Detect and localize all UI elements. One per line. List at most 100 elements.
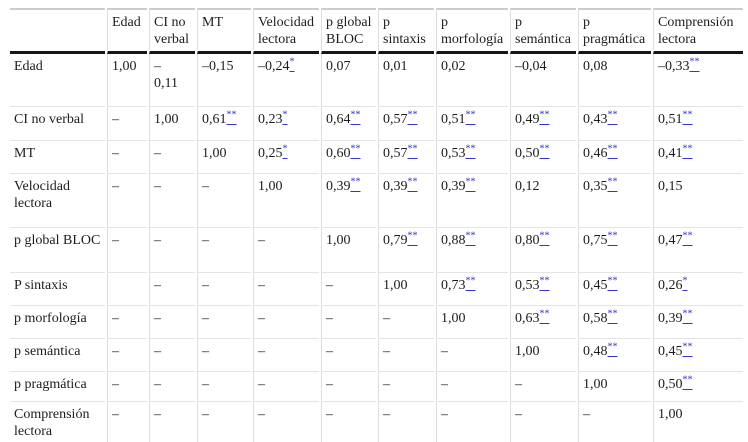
table-cell: 0,01 [378, 54, 434, 108]
significance-link[interactable]: ** [465, 230, 476, 242]
table-cell: 0,73** [436, 273, 508, 307]
table-cell: 1,00 [578, 372, 651, 403]
table-cell: – [321, 306, 376, 340]
correlation-table: Edad CI no verbal MT Velocidad lectora p glo… [8, 8, 745, 442]
row-header: p global BLOC [10, 228, 105, 274]
table-cell: 0,07 [321, 54, 376, 108]
table-cell: – [436, 372, 508, 403]
table-cell: 0,57** [378, 107, 434, 142]
significance-link[interactable]: ** [226, 109, 237, 121]
table-row: MT – –1,00 0,25* 0,60** 0,57** 0,53** 0,50** 0,4… [10, 141, 743, 175]
table-cell: – [378, 372, 434, 403]
table-cell: 0,15 [653, 174, 743, 229]
table-cell: 0,47** [653, 228, 743, 274]
significance-link[interactable]: ** [465, 143, 476, 155]
significance-link[interactable]: ** [465, 109, 476, 121]
significance-link[interactable]: ** [607, 275, 618, 287]
table-row: P sintaxis – – – –1,00 0,73** 0,53** 0,45** 0,26… [10, 273, 743, 307]
significance-link[interactable]: ** [607, 308, 618, 320]
table-cell: 0,58** [578, 306, 651, 340]
table-cell: – [149, 273, 195, 307]
table-cell: – [107, 174, 147, 229]
table-cell: 0,79** [378, 228, 434, 274]
table-cell: 0,49** [510, 107, 576, 142]
table-cell: 1,00 [378, 273, 434, 307]
significance-link[interactable]: ** [407, 109, 418, 121]
significance-link[interactable]: ** [407, 176, 418, 188]
row-header: Edad [10, 54, 105, 108]
table-cell: – [321, 402, 376, 442]
table-cell: 0,35** [578, 174, 651, 229]
table-cell: 1,00 [253, 174, 319, 229]
significance-link[interactable]: ** [539, 275, 550, 287]
table-cell: – [253, 228, 319, 274]
table-cell: 0,39** [321, 174, 376, 229]
significance-link[interactable]: ** [607, 230, 618, 242]
table-cell: – [378, 306, 434, 340]
significance-link[interactable]: ** [682, 143, 693, 155]
table-cell: – [378, 402, 434, 442]
significance-link[interactable]: ** [407, 230, 418, 242]
significance-link[interactable]: ** [682, 341, 693, 353]
significance-link[interactable]: ** [539, 143, 550, 155]
table-row: Edad 1,00–0,11 –0,15 –0,24* 0,07 0,01 0,02 –0,0… [10, 54, 743, 108]
significance-link[interactable]: ** [350, 109, 361, 121]
table-row: Comprensión lectora – – – – – – – – –1,00 [10, 402, 743, 442]
table-cell: – [197, 372, 251, 403]
table-cell: – [578, 402, 651, 442]
table-cell: 0,61** [197, 107, 251, 142]
significance-link[interactable]: ** [682, 308, 693, 320]
significance-link[interactable]: ** [607, 109, 618, 121]
table-cell: 0,88** [436, 228, 508, 274]
table-cell: 1,00 [436, 306, 508, 340]
table-cell: 0,45** [578, 273, 651, 307]
column-header: CI no verbal [149, 8, 195, 55]
table-cell: – [149, 174, 195, 229]
table-cell: 0,57** [378, 141, 434, 175]
column-header: MT [197, 8, 251, 55]
significance-link[interactable]: ** [539, 109, 550, 121]
significance-link[interactable]: ** [607, 143, 618, 155]
table-cell: –0,24* [253, 54, 319, 108]
significance-link[interactable]: ** [350, 143, 361, 155]
table-cell: –0,15 [197, 54, 251, 108]
significance-link[interactable]: ** [682, 374, 693, 386]
significance-link[interactable]: ** [350, 176, 361, 188]
table-cell: 0,25* [253, 141, 319, 175]
table-cell: – [510, 402, 576, 442]
significance-link[interactable]: ** [682, 109, 693, 121]
significance-link[interactable]: * [289, 56, 295, 68]
table-cell: – [149, 372, 195, 403]
significance-link[interactable]: ** [465, 176, 476, 188]
table-cell: – [107, 107, 147, 142]
significance-link[interactable]: * [682, 275, 688, 287]
row-header: p morfología [10, 306, 105, 340]
table-cell: – [149, 228, 195, 274]
column-header: Velocidad lectora [253, 8, 319, 55]
table-cell: – [149, 339, 195, 373]
table-cell: 1,00 [510, 339, 576, 373]
table-cell: –0,33** [653, 54, 743, 108]
table-cell: – [321, 273, 376, 307]
column-header: Comprensión lectora [653, 8, 743, 55]
table-cell: 0,50** [653, 372, 743, 403]
table-cell: – [107, 141, 147, 175]
significance-link[interactable]: ** [407, 143, 418, 155]
significance-link[interactable]: ** [465, 275, 476, 287]
significance-link[interactable]: * [282, 109, 288, 121]
significance-link[interactable]: ** [607, 341, 618, 353]
significance-link[interactable]: ** [682, 230, 693, 242]
table-cell: 0,46** [578, 141, 651, 175]
table-cell: – [107, 372, 147, 403]
significance-link[interactable]: * [282, 143, 288, 155]
table-cell: – [197, 174, 251, 229]
significance-link[interactable]: ** [539, 308, 550, 320]
significance-link[interactable]: ** [689, 56, 700, 68]
table-cell: – [253, 402, 319, 442]
table-cell: – [321, 339, 376, 373]
column-header: p semántica [510, 8, 576, 55]
table-cell: 0,43** [578, 107, 651, 142]
significance-link[interactable]: ** [607, 176, 618, 188]
significance-link[interactable]: ** [539, 230, 550, 242]
table-cell: – [510, 372, 576, 403]
